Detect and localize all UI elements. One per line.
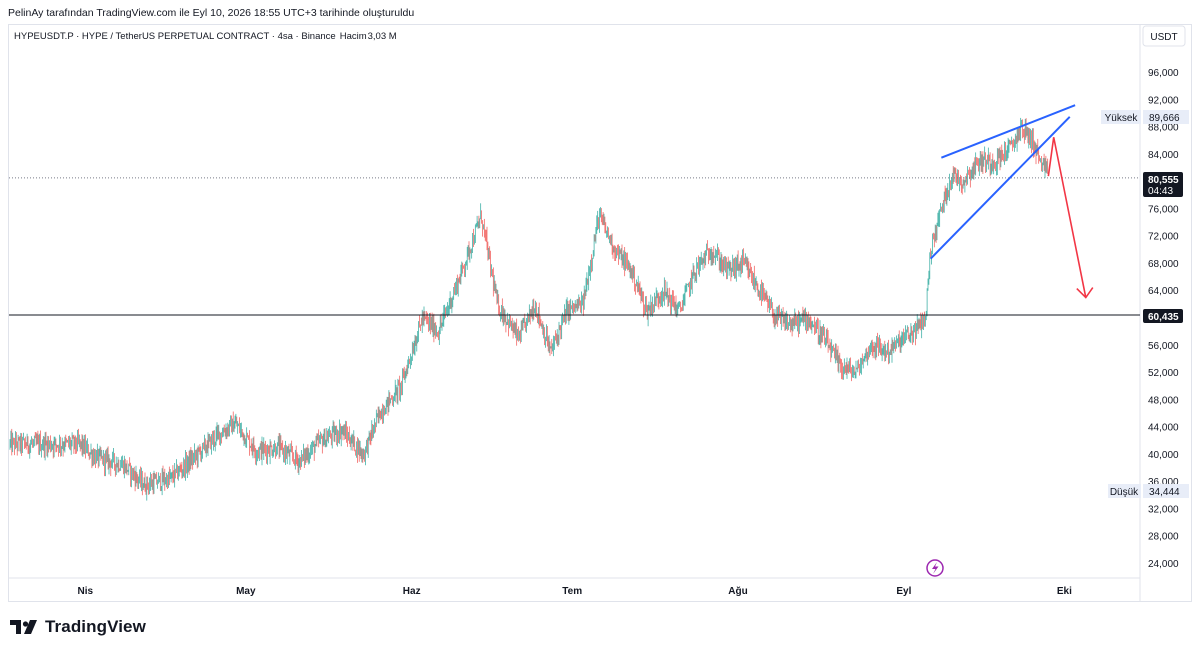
y-tick-label: 64,000	[1148, 286, 1179, 297]
time-axis-ticks: Nis May Haz Tem Ağu Eyl Eki	[78, 586, 1073, 597]
tradingview-brand: TradingView	[45, 617, 146, 636]
y-tick-label: 48,000	[1148, 395, 1179, 406]
bar-countdown: 04:43	[1148, 186, 1173, 197]
high-label: Yüksek	[1105, 113, 1139, 124]
y-tick-label: 72,000	[1148, 232, 1179, 243]
y-tick-label: 40,000	[1148, 450, 1179, 461]
high-label-bg	[1101, 110, 1141, 124]
tradingview-logo-icon	[10, 620, 37, 634]
bearish-arrow-head	[1076, 287, 1094, 299]
x-tick-label: Ağu	[728, 586, 747, 597]
x-tick-label: Eyl	[896, 586, 911, 597]
level-badge	[1143, 309, 1183, 323]
chart-snapshot-header: PelinAy tarafından TradingView.com ile E…	[8, 7, 415, 19]
y-tick-label: 36,000	[1148, 477, 1179, 488]
price-chart[interactable]: HYPEUSDT.P · HYPE / TetherUS PERPETUAL C…	[0, 0, 1200, 612]
high-value: 89,666	[1149, 113, 1180, 124]
currency-button[interactable]: USDT	[1150, 32, 1177, 43]
last-price-badge	[1143, 172, 1183, 197]
lightning-icon[interactable]	[926, 559, 944, 577]
y-tick-label: 68,000	[1148, 259, 1179, 270]
x-tick-label: Nis	[78, 586, 94, 597]
chart-frame	[8, 24, 1192, 602]
y-tick-label: 84,000	[1148, 150, 1179, 161]
x-tick-label: May	[236, 586, 256, 597]
level-value: 60,435	[1148, 312, 1179, 323]
x-tick-label: Haz	[403, 586, 421, 597]
low-label: Düşük	[1110, 487, 1139, 498]
volume-value: 3,03 M	[368, 31, 397, 42]
high-value-bg	[1143, 110, 1189, 124]
y-tick-label: 76,000	[1148, 204, 1179, 215]
volume-label: Hacim	[340, 31, 367, 42]
wedge-lower-trendline[interactable]	[929, 116, 1071, 260]
currency-button-frame[interactable]	[1142, 25, 1186, 47]
low-value: 34,444	[1149, 487, 1180, 498]
bearish-arrow-path[interactable]	[1047, 137, 1087, 298]
candles-layer	[9, 117, 1049, 501]
y-tick-label: 28,000	[1148, 532, 1179, 543]
low-value-bg	[1143, 484, 1189, 498]
wedge-upper-trendline[interactable]	[940, 104, 1076, 159]
price-axis-ticks: 96,000 92,000 88,000 84,000 76,000 72,000 68,0…	[1148, 68, 1179, 570]
y-tick-label: 24,000	[1148, 559, 1179, 570]
y-tick-label: 32,000	[1148, 505, 1179, 516]
low-label-bg	[1108, 484, 1141, 498]
tradingview-logo[interactable]: TradingView	[10, 617, 146, 637]
y-tick-label: 44,000	[1148, 423, 1179, 434]
x-tick-label: Eki	[1057, 586, 1072, 597]
x-tick-label: Tem	[562, 586, 582, 597]
y-tick-label: 52,000	[1148, 368, 1179, 379]
y-tick-label: 88,000	[1148, 123, 1179, 134]
y-tick-label: 92,000	[1148, 95, 1179, 106]
y-tick-label: 96,000	[1148, 68, 1179, 79]
symbol-title[interactable]: HYPEUSDT.P · HYPE / TetherUS PERPETUAL C…	[14, 31, 336, 42]
y-tick-label: 56,000	[1148, 341, 1179, 352]
last-price-value: 80,555	[1148, 175, 1179, 186]
